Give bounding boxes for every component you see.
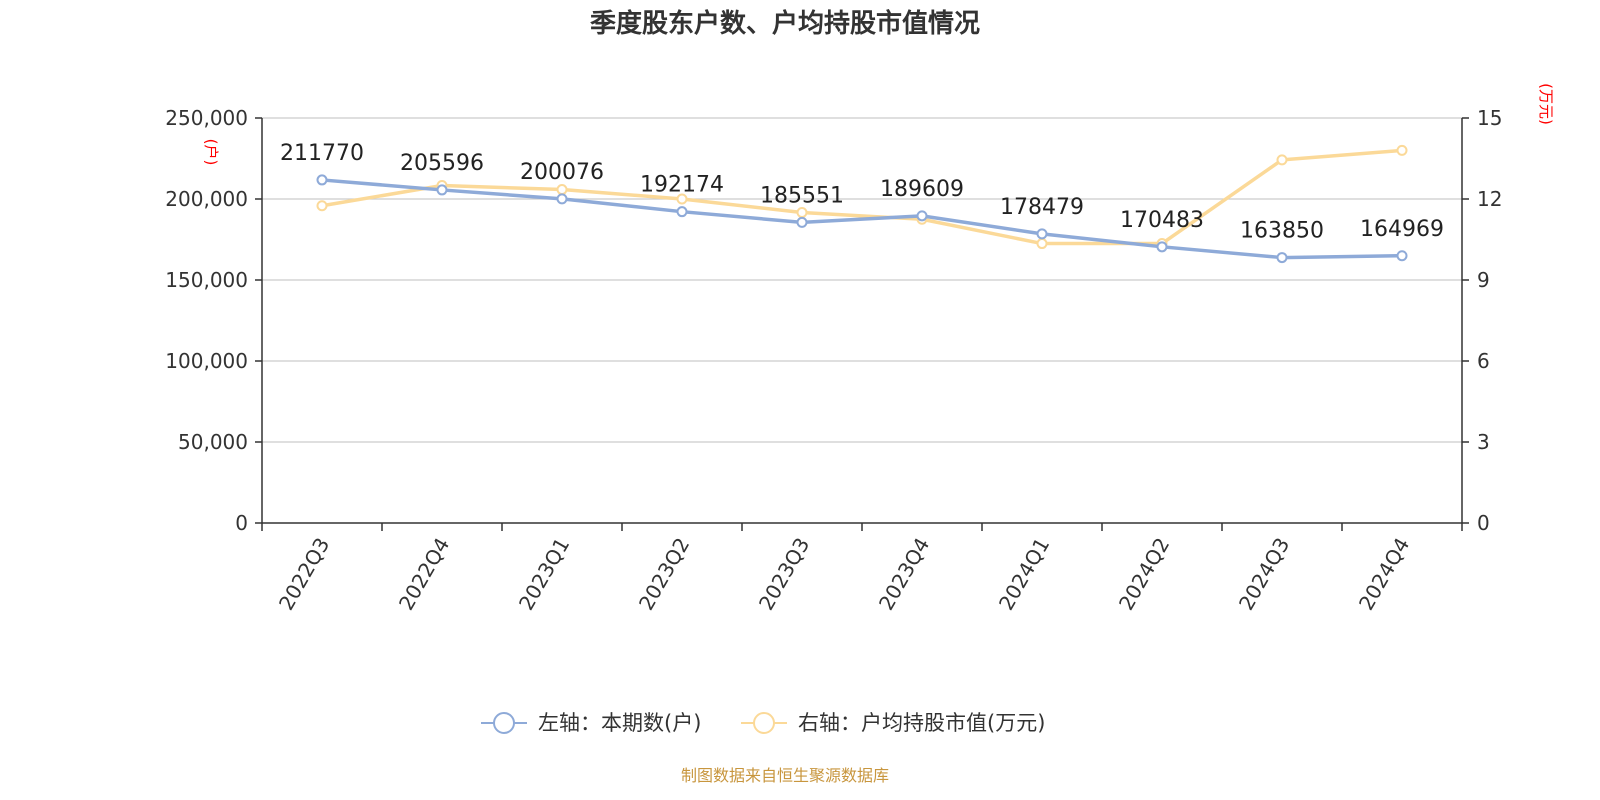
legend-label-left: 左轴：本期数(户) [538,711,701,735]
legend-item-left-series[interactable]: 左轴：本期数(户) [481,711,701,735]
data-label: 170483 [1120,208,1204,233]
series-point-left [796,216,808,228]
right-axis-tick-label: 15 [1477,106,1502,130]
series-point-left [916,210,928,222]
data-labels: 211770 205596 200076 192174 185551 189609 1784… [280,141,1444,244]
series-line-left [321,178,1403,260]
right-axis-tick-labels: 0 3 6 9 12 15 [1477,106,1502,535]
left-axis-tick-label: 100,000 [165,349,248,373]
series-point-right [1276,154,1288,166]
series-point-left [316,174,328,186]
series-point-right [676,193,688,205]
data-label: 211770 [280,141,364,166]
series-point-left [1036,228,1048,240]
series-point-right [796,207,808,218]
x-axis-tick-label: 2023Q3 [754,534,814,615]
data-label: 205596 [400,151,484,176]
right-axis-tick-label: 6 [1477,349,1490,373]
legend[interactable]: 左轴：本期数(户) 右轴：户均持股市值(万元) [481,711,1045,735]
series-layer [316,144,1408,264]
series-point-left [1276,252,1288,264]
legend-marker-left [493,712,515,734]
grid-lines [262,117,1462,443]
x-axis-tick-label: 2024Q2 [1114,534,1174,615]
left-axis-tick-label: 250,000 [165,106,248,130]
left-axis-tick-label: 200,000 [165,187,248,211]
series-point-left [556,193,568,205]
data-label: 200076 [520,160,604,185]
left-axis-tick-label: 0 [235,511,248,535]
data-label: 178479 [1000,195,1084,220]
x-axis-tick-label: 2023Q2 [634,534,694,615]
series-point-right [1036,238,1048,250]
source-note: 制图数据来自恒生聚源数据库 [681,766,889,785]
series-point-left [676,206,688,218]
x-axis-tick-label: 2024Q4 [1354,534,1414,615]
x-axis-tick-label: 2024Q3 [1234,534,1294,615]
right-axis-tick-label: 12 [1477,187,1502,211]
x-axis-tick-label: 2022Q4 [394,534,454,615]
series-point-left [1396,250,1408,262]
x-axis-tick-label: 2023Q1 [514,534,574,615]
chart-title: 季度股东户数、户均持股市值情况 [590,8,980,39]
series-line-right [321,148,1403,246]
series-point-right [316,200,328,212]
series-point-right [1396,144,1408,156]
left-axis-tick-label: 50,000 [178,430,248,454]
right-axis-tick-label: 9 [1477,268,1490,292]
x-axis-tick-label: 2022Q3 [274,534,334,615]
left-axis-tick-labels: 0 50,000 100,000 150,000 200,000 250,000 [165,106,248,535]
left-axis-unit: (户) [202,139,220,166]
x-axis-tick-label: 2023Q4 [874,534,934,615]
x-axis-tick-labels: 2022Q3 2022Q4 2023Q1 2023Q2 2023Q3 2023Q4 2024… [274,534,1414,615]
data-label: 164969 [1360,217,1444,242]
legend-marker-right [753,712,775,734]
right-axis-tick-label: 3 [1477,430,1490,454]
axes [255,117,1469,531]
right-axis-tick-label: 0 [1477,511,1490,535]
left-axis-tick-label: 150,000 [165,268,248,292]
data-label: 192174 [640,173,724,198]
series-point-left [1156,241,1168,253]
data-label: 185551 [760,183,844,208]
legend-item-right-series[interactable]: 右轴：户均持股市值(万元) [741,711,1045,735]
data-label: 163850 [1240,219,1324,244]
data-label: 189609 [880,177,964,202]
series-point-right [556,184,568,196]
series-point-left [436,184,448,196]
right-axis-unit: (万元) [1537,83,1555,125]
x-axis-tick-label: 2024Q1 [994,534,1054,615]
legend-label-right: 右轴：户均持股市值(万元) [798,711,1045,735]
